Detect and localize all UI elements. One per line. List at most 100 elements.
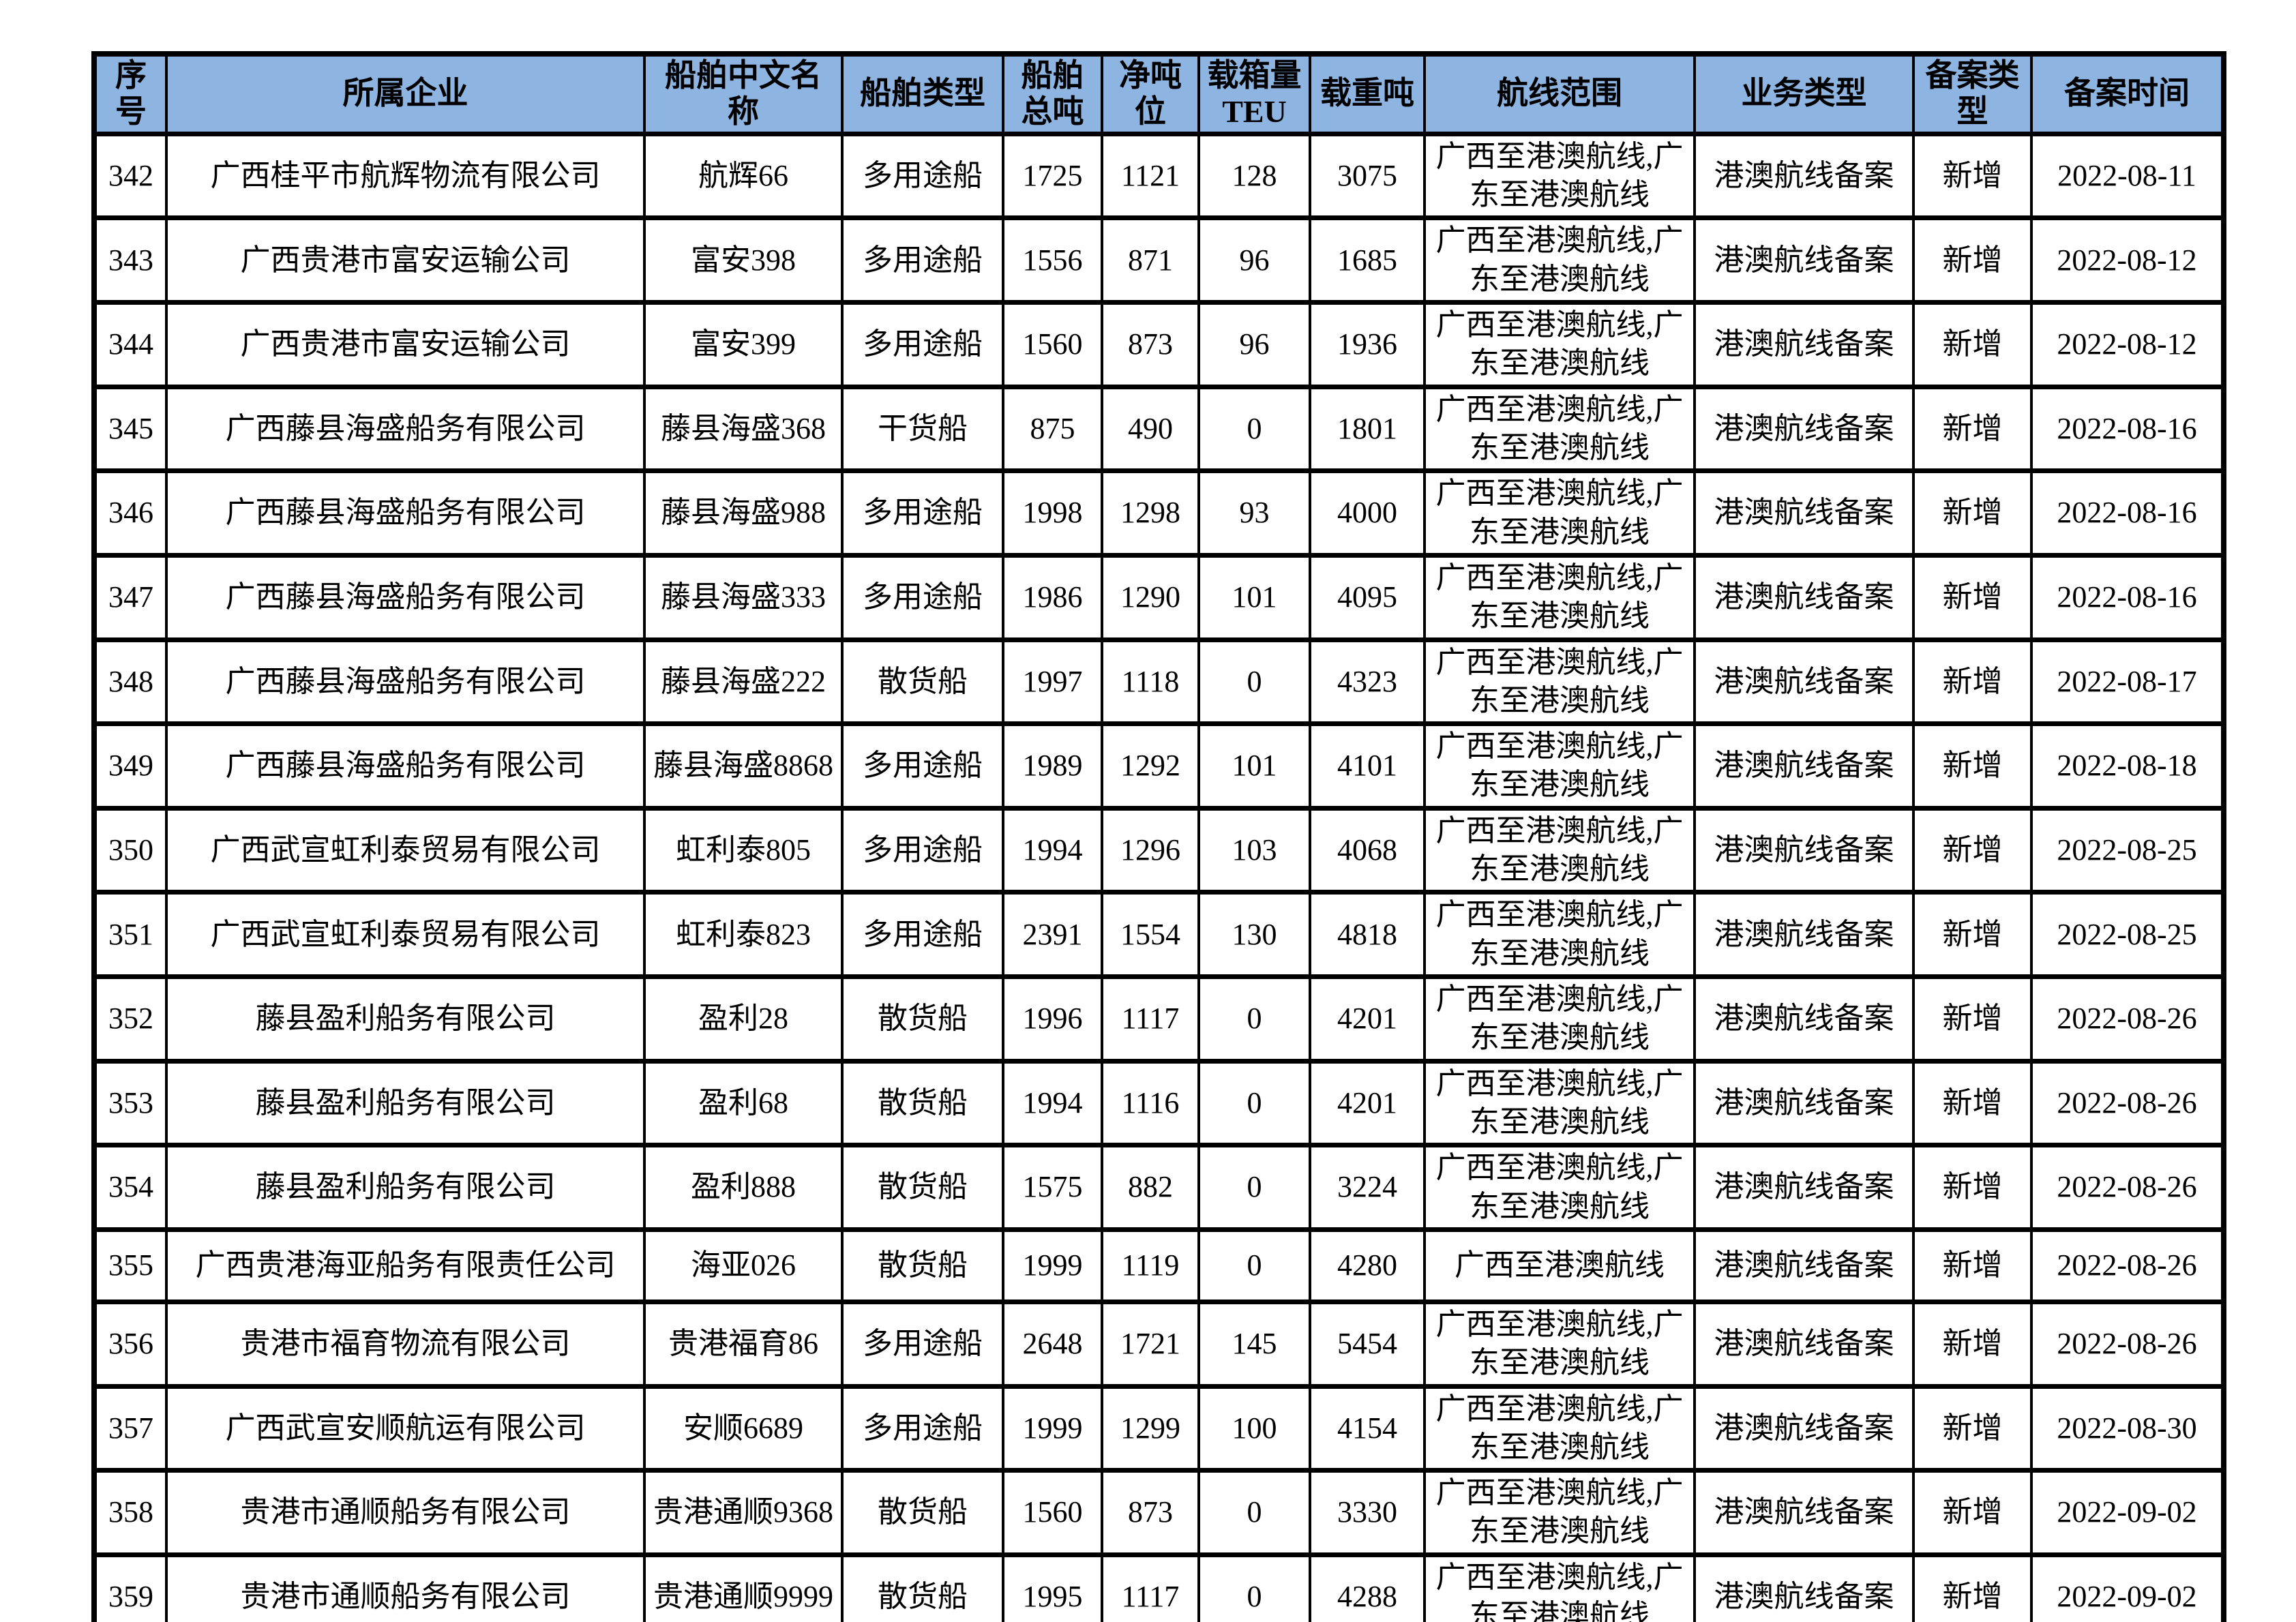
cell-ship_type: 干货船 bbox=[841, 384, 1004, 474]
cell-route: 广西至港澳航线,广东至港澳航线 bbox=[1423, 1383, 1696, 1473]
cell-gross_tonnage: 1560 bbox=[1002, 1468, 1103, 1557]
cell-filing_date: 2022-08-30 bbox=[2030, 1383, 2225, 1473]
cell-ship_name: 富安398 bbox=[643, 215, 844, 305]
cell-route: 广西至港澳航线 bbox=[1423, 1227, 1696, 1304]
cell-ship_type: 散货船 bbox=[841, 1552, 1004, 1622]
cell-business_type: 港澳航线备案 bbox=[1693, 468, 1915, 558]
cell-net_tonnage: 871 bbox=[1101, 215, 1200, 305]
table-row: 347 广西藤县海盛船务有限公司 藤县海盛333 多用途船 1986 1290 101 409… bbox=[93, 552, 2225, 642]
table-row: 353 藤县盈利船务有限公司 盈利68 散货船 1994 1116 0 4201 广西至港澳航线… bbox=[93, 1058, 2225, 1148]
cell-filing_date: 2022-08-26 bbox=[2030, 974, 2225, 1064]
cell-ship_name: 虹利泰805 bbox=[643, 805, 844, 895]
cell-filing_date: 2022-08-12 bbox=[2030, 300, 2225, 389]
table-row: 345 广西藤县海盛船务有限公司 藤县海盛368 干货船 875 490 0 1801 广西至港… bbox=[93, 384, 2225, 474]
cell-deadweight: 4101 bbox=[1309, 721, 1426, 811]
cell-deadweight: 4201 bbox=[1309, 1058, 1426, 1148]
cell-teu: 128 bbox=[1197, 131, 1311, 221]
table-row: 354 藤县盈利船务有限公司 盈利888 散货船 1575 882 0 3224 广西至港澳航线… bbox=[93, 1143, 2225, 1232]
cell-business_type: 港澳航线备案 bbox=[1693, 1383, 1915, 1473]
ship-filing-table-wrap: 序号 所属企业 船舶中文名称 船舶类型 船舶总吨 净吨位 载箱量TEU 载重吨 航线范围 业务类型… bbox=[91, 51, 2226, 1622]
cell-ship_type: 散货船 bbox=[841, 1227, 1004, 1304]
table-body: 342 广西桂平市航辉物流有限公司 航辉66 多用途船 1725 1121 128 3075 广… bbox=[93, 131, 2225, 1622]
cell-ship_name: 藤县海盛368 bbox=[643, 384, 844, 474]
cell-net_tonnage: 1116 bbox=[1101, 1058, 1200, 1148]
cell-ship_name: 藤县海盛988 bbox=[643, 468, 844, 558]
column-header-route: 航线范围 bbox=[1423, 51, 1696, 136]
cell-company: 广西藤县海盛船务有限公司 bbox=[165, 384, 646, 474]
cell-teu: 0 bbox=[1197, 384, 1311, 474]
table-row: 349 广西藤县海盛船务有限公司 藤县海盛8868 多用途船 1989 1292 101 41… bbox=[93, 721, 2225, 811]
cell-route: 广西至港澳航线,广东至港澳航线 bbox=[1423, 1468, 1696, 1557]
cell-route: 广西至港澳航线,广东至港澳航线 bbox=[1423, 552, 1696, 642]
cell-filing_date: 2022-08-17 bbox=[2030, 637, 2225, 727]
cell-deadweight: 5454 bbox=[1309, 1299, 1426, 1389]
cell-deadweight: 4280 bbox=[1309, 1227, 1426, 1304]
cell-teu: 0 bbox=[1197, 1552, 1311, 1622]
cell-deadweight: 4201 bbox=[1309, 974, 1426, 1064]
cell-filing_type: 新增 bbox=[1912, 1227, 2033, 1304]
cell-filing_date: 2022-08-25 bbox=[2030, 805, 2225, 895]
cell-company: 藤县盈利船务有限公司 bbox=[165, 974, 646, 1064]
table-row: 346 广西藤县海盛船务有限公司 藤县海盛988 多用途船 1998 1298 93 4000… bbox=[93, 468, 2225, 558]
cell-net_tonnage: 1292 bbox=[1101, 721, 1200, 811]
cell-filing_type: 新增 bbox=[1912, 552, 2033, 642]
cell-net_tonnage: 1121 bbox=[1101, 131, 1200, 221]
cell-gross_tonnage: 1986 bbox=[1002, 552, 1103, 642]
cell-business_type: 港澳航线备案 bbox=[1693, 1143, 1915, 1232]
cell-gross_tonnage: 2391 bbox=[1002, 890, 1103, 980]
cell-ship_name: 虹利泰823 bbox=[643, 890, 844, 980]
cell-route: 广西至港澳航线,广东至港澳航线 bbox=[1423, 1143, 1696, 1232]
cell-gross_tonnage: 2648 bbox=[1002, 1299, 1103, 1389]
cell-ship_type: 多用途船 bbox=[841, 468, 1004, 558]
cell-filing_date: 2022-08-25 bbox=[2030, 890, 2225, 980]
cell-route: 广西至港澳航线,广东至港澳航线 bbox=[1423, 384, 1696, 474]
cell-teu: 100 bbox=[1197, 1383, 1311, 1473]
cell-company: 广西藤县海盛船务有限公司 bbox=[165, 721, 646, 811]
cell-ship_type: 散货船 bbox=[841, 637, 1004, 727]
table-row: 352 藤县盈利船务有限公司 盈利28 散货船 1996 1117 0 4201 广西至港澳航线… bbox=[93, 974, 2225, 1064]
table-row: 342 广西桂平市航辉物流有限公司 航辉66 多用途船 1725 1121 128 3075 广… bbox=[93, 131, 2225, 221]
cell-ship_name: 贵港福育86 bbox=[643, 1299, 844, 1389]
cell-business_type: 港澳航线备案 bbox=[1693, 805, 1915, 895]
cell-net_tonnage: 1117 bbox=[1101, 974, 1200, 1064]
cell-filing_type: 新增 bbox=[1912, 384, 2033, 474]
cell-filing_date: 2022-08-11 bbox=[2030, 131, 2225, 221]
cell-deadweight: 4154 bbox=[1309, 1383, 1426, 1473]
cell-gross_tonnage: 1994 bbox=[1002, 1058, 1103, 1148]
table-row: 351 广西武宣虹利泰贸易有限公司 虹利泰823 多用途船 2391 1554 130 481… bbox=[93, 890, 2225, 980]
cell-deadweight: 1685 bbox=[1309, 215, 1426, 305]
cell-teu: 93 bbox=[1197, 468, 1311, 558]
cell-filing_date: 2022-08-16 bbox=[2030, 468, 2225, 558]
cell-net_tonnage: 1721 bbox=[1101, 1299, 1200, 1389]
cell-ship_type: 散货船 bbox=[841, 1143, 1004, 1232]
cell-filing_type: 新增 bbox=[1912, 1143, 2033, 1232]
cell-gross_tonnage: 1997 bbox=[1002, 637, 1103, 727]
column-header-no: 序号 bbox=[93, 51, 168, 136]
cell-teu: 0 bbox=[1197, 1468, 1311, 1557]
cell-gross_tonnage: 1999 bbox=[1002, 1227, 1103, 1304]
cell-no: 351 bbox=[93, 890, 168, 980]
cell-filing_type: 新增 bbox=[1912, 1552, 2033, 1622]
cell-net_tonnage: 1117 bbox=[1101, 1552, 1200, 1622]
cell-net_tonnage: 1298 bbox=[1101, 468, 1200, 558]
cell-company: 藤县盈利船务有限公司 bbox=[165, 1058, 646, 1148]
cell-gross_tonnage: 1994 bbox=[1002, 805, 1103, 895]
table-row: 359 贵港市通顺船务有限公司 贵港通顺9999 散货船 1995 1117 0 4288 广西… bbox=[93, 1552, 2225, 1622]
cell-no: 346 bbox=[93, 468, 168, 558]
cell-company: 贵港市通顺船务有限公司 bbox=[165, 1468, 646, 1557]
cell-no: 350 bbox=[93, 805, 168, 895]
cell-ship_name: 海亚026 bbox=[643, 1227, 844, 1304]
cell-business_type: 港澳航线备案 bbox=[1693, 131, 1915, 221]
cell-no: 356 bbox=[93, 1299, 168, 1389]
cell-business_type: 港澳航线备案 bbox=[1693, 1552, 1915, 1622]
cell-teu: 101 bbox=[1197, 721, 1311, 811]
cell-ship_type: 多用途船 bbox=[841, 805, 1004, 895]
cell-filing_date: 2022-08-18 bbox=[2030, 721, 2225, 811]
cell-company: 广西武宣安顺航运有限公司 bbox=[165, 1383, 646, 1473]
cell-deadweight: 4000 bbox=[1309, 468, 1426, 558]
cell-no: 342 bbox=[93, 131, 168, 221]
cell-ship_type: 散货船 bbox=[841, 1058, 1004, 1148]
cell-route: 广西至港澳航线,广东至港澳航线 bbox=[1423, 215, 1696, 305]
cell-net_tonnage: 1296 bbox=[1101, 805, 1200, 895]
